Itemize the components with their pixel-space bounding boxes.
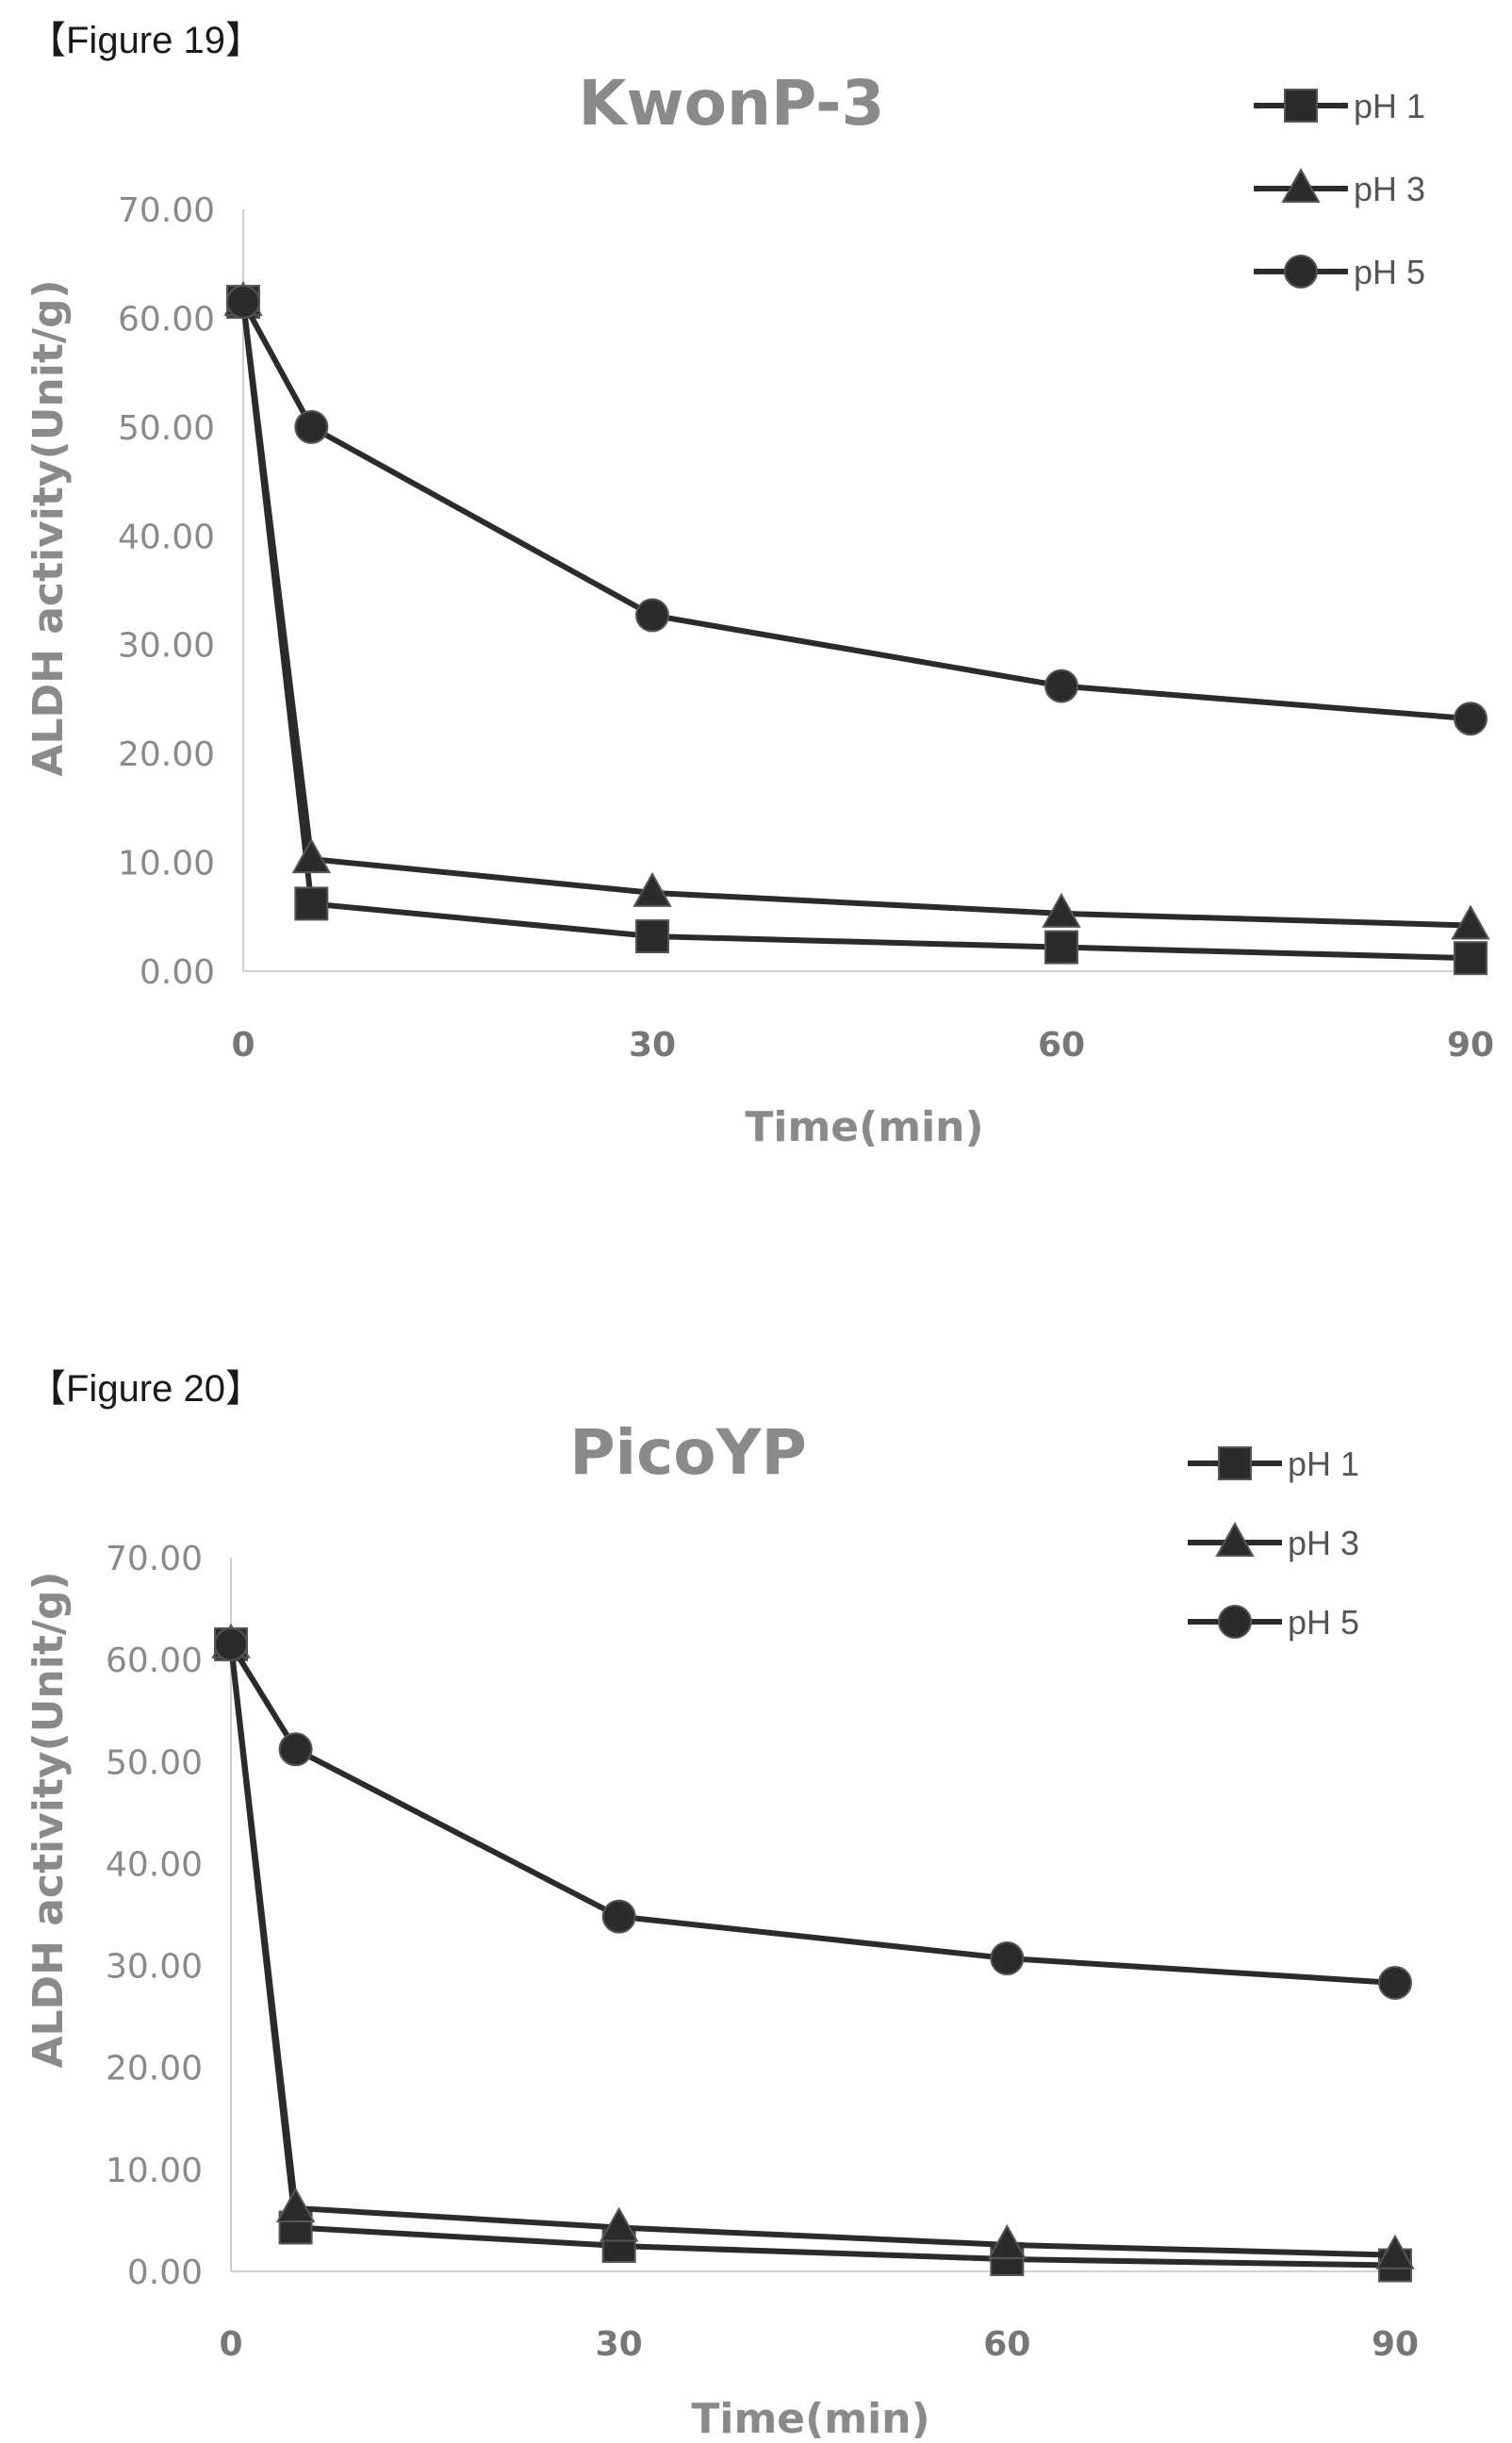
data-point-ph-5 bbox=[278, 1732, 313, 1767]
x-tick-label: 0 bbox=[219, 2325, 242, 2364]
series-line-ph-3 bbox=[240, 301, 1471, 929]
data-point-ph-5 bbox=[601, 1899, 636, 1934]
legend-label: pH 3 bbox=[1288, 1524, 1359, 1562]
series-ph-5 bbox=[226, 285, 1487, 736]
series-line-ph-5 bbox=[228, 1642, 1396, 1986]
legend-label: pH 5 bbox=[1354, 253, 1425, 291]
data-point-ph-5 bbox=[226, 285, 260, 320]
data-point-ph-5 bbox=[1454, 702, 1487, 736]
x-tick-label: 60 bbox=[1038, 1026, 1085, 1065]
legend-label: pH 5 bbox=[1288, 1603, 1359, 1642]
legend-label: pH 1 bbox=[1288, 1444, 1359, 1483]
x-tick-label: 0 bbox=[231, 1026, 255, 1065]
series-ph-3 bbox=[211, 1623, 1415, 2270]
legend-marker-circle bbox=[1284, 255, 1318, 289]
data-point-ph-3 bbox=[1451, 904, 1490, 940]
y-axis-label: ALDH activity(Unit/g) bbox=[25, 279, 73, 776]
y-tick-label: 10.00 bbox=[118, 845, 215, 883]
x-tick-label: 30 bbox=[596, 2325, 643, 2364]
legend-marker-circle bbox=[1218, 1605, 1252, 1639]
data-point-ph-3 bbox=[291, 838, 332, 874]
data-point-ph-1 bbox=[1044, 930, 1078, 965]
y-tick-label: 50.00 bbox=[106, 1743, 203, 1782]
series-line-ph-1 bbox=[228, 1643, 1396, 2269]
legend-item-ph-3: pH 3 bbox=[1188, 1521, 1359, 1562]
legend-item-ph-5: pH 5 bbox=[1188, 1603, 1359, 1642]
data-point-ph-5 bbox=[1378, 1965, 1412, 2000]
x-axis-label: Time(min) bbox=[745, 1103, 983, 1151]
series-ph-1 bbox=[226, 285, 1487, 976]
line-chart-kwonp3: KwonP-3 0.00 10.00 20.00 30.00 40.00 50.00 60.0… bbox=[25, 67, 1494, 1151]
x-tick-label: 90 bbox=[1447, 1026, 1494, 1065]
legend-marker-triangle bbox=[1215, 1521, 1255, 1557]
y-tick-label: 20.00 bbox=[118, 735, 215, 774]
series-ph-3 bbox=[223, 281, 1490, 940]
x-tick-label: 30 bbox=[629, 1026, 676, 1065]
y-tick-label: 60.00 bbox=[106, 1642, 203, 1680]
y-tick-label: 20.00 bbox=[106, 2050, 203, 2088]
data-point-ph-1 bbox=[294, 886, 329, 921]
legend-item-ph-1: pH 1 bbox=[1254, 87, 1425, 125]
figure-label: 【Figure 20】 bbox=[28, 1368, 263, 1410]
legend-marker-triangle bbox=[1281, 167, 1321, 203]
y-axis-label: ALDH activity(Unit/g) bbox=[25, 1571, 73, 2068]
y-tick-label: 30.00 bbox=[118, 627, 215, 666]
y-tick-label: 10.00 bbox=[106, 2152, 203, 2190]
y-tick-label: 0.00 bbox=[140, 953, 215, 992]
data-point-ph-1 bbox=[635, 919, 669, 954]
x-axis-label: Time(min) bbox=[691, 2395, 929, 2443]
y-tick-label: 40.00 bbox=[106, 1845, 203, 1884]
data-point-ph-5 bbox=[1044, 669, 1078, 703]
legend-marker-square bbox=[1218, 1446, 1252, 1480]
data-point-ph-3 bbox=[633, 871, 672, 907]
y-tick-label: 0.00 bbox=[127, 2253, 203, 2292]
series-ph-5 bbox=[214, 1626, 1412, 2000]
data-point-ph-1 bbox=[1454, 941, 1487, 976]
y-tick-label: 40.00 bbox=[118, 518, 215, 556]
data-point-ph-3 bbox=[1375, 2234, 1415, 2270]
legend-marker-square bbox=[1284, 89, 1318, 123]
data-point-ph-3 bbox=[275, 2187, 316, 2222]
x-tick-label: 60 bbox=[983, 2325, 1030, 2364]
x-tick-label: 90 bbox=[1372, 2325, 1419, 2364]
data-point-ph-5 bbox=[294, 409, 329, 444]
data-point-ph-5 bbox=[990, 1941, 1025, 1976]
y-tick-label: 70.00 bbox=[106, 1540, 203, 1578]
legend-item-ph-1: pH 1 bbox=[1188, 1444, 1359, 1483]
y-tick-label: 30.00 bbox=[106, 1948, 203, 1987]
chart-title: PicoYP bbox=[569, 1416, 807, 1489]
legend-item-ph-3: pH 3 bbox=[1254, 167, 1425, 208]
y-tick-label: 70.00 bbox=[118, 191, 215, 230]
series-line-ph-1 bbox=[240, 301, 1471, 962]
data-point-ph-3 bbox=[599, 2206, 639, 2242]
figure-label: 【Figure 19】 bbox=[28, 20, 263, 61]
line-chart-picoyp: PicoYP 0.00 10.00 20.00 30.00 40.00 50.00 60.00… bbox=[25, 1416, 1419, 2443]
series-line-ph-3 bbox=[228, 1643, 1396, 2258]
y-tick-label: 60.00 bbox=[118, 300, 215, 338]
series-line-ph-5 bbox=[240, 300, 1471, 722]
data-point-ph-5 bbox=[214, 1626, 248, 1661]
data-point-ph-3 bbox=[1042, 892, 1081, 928]
legend-label: pH 1 bbox=[1354, 87, 1425, 125]
chart-title: KwonP-3 bbox=[579, 67, 885, 140]
figure-19: 【Figure 19】 KwonP-3 0.00 10.00 20.00 30.00 40… bbox=[25, 20, 1494, 1151]
legend-item-ph-5: pH 5 bbox=[1254, 253, 1425, 291]
figure-20: 【Figure 20】 PicoYP 0.00 10.00 20.00 30.00 40.… bbox=[0, 1348, 1512, 2443]
data-point-ph-5 bbox=[635, 598, 669, 633]
series-ph-1 bbox=[214, 1626, 1412, 2283]
y-tick-label: 50.00 bbox=[118, 409, 215, 448]
data-point-ph-3 bbox=[987, 2223, 1027, 2259]
legend-label: pH 3 bbox=[1354, 170, 1425, 208]
